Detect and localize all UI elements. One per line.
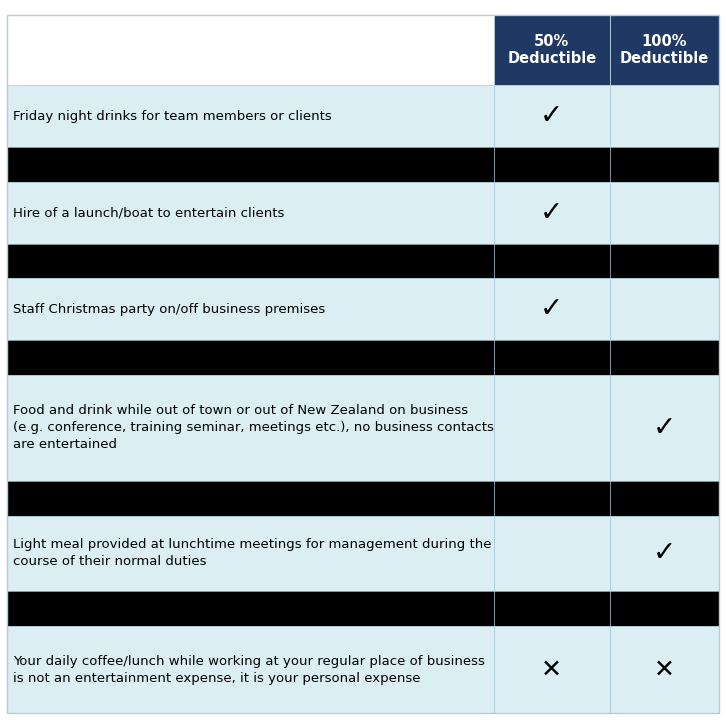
Bar	[610, 182, 719, 244]
Text: Friday night drinks for team members or clients: Friday night drinks for team members or …	[13, 110, 332, 123]
Text: Light meal provided at lunchtime meetings for management during the
course of th: Light meal provided at lunchtime meeting…	[13, 539, 492, 569]
Text: Your daily coffee/lunch while working at your regular place of business
is: Your daily coffee/lunch while working at…	[13, 650, 485, 681]
Text: ✕: ✕	[542, 658, 562, 681]
Bar	[7, 515, 494, 591]
Text: Food and drink while out of town or out of New Zealand on business
(e.g. confere: Food and drink while out of town or out …	[13, 405, 494, 451]
Bar	[494, 591, 610, 626]
Bar	[610, 515, 719, 591]
Bar	[494, 244, 610, 279]
Bar	[610, 591, 719, 626]
Bar	[610, 340, 719, 375]
Bar	[494, 279, 610, 340]
Text: Hire of a launch/boat to entertain clients: Hire of a launch/boat to entertain clien…	[13, 206, 285, 219]
Text: 100%
Deductible: 100% Deductible	[620, 33, 709, 66]
Bar	[7, 279, 494, 340]
Text: Your daily coffee/lunch while working at your regular place of business
is not a: Your daily coffee/lunch while working at…	[13, 654, 485, 685]
Bar	[494, 340, 610, 375]
Bar	[7, 480, 494, 515]
Bar	[7, 375, 494, 480]
Bar	[494, 85, 610, 147]
Bar	[7, 626, 494, 713]
Bar	[494, 626, 610, 713]
Text: ✓: ✓	[540, 296, 563, 323]
Text: ✓: ✓	[540, 102, 563, 130]
Bar	[494, 515, 610, 591]
Bar	[494, 182, 610, 244]
Bar	[494, 480, 610, 515]
Bar	[494, 375, 610, 480]
Bar	[610, 15, 719, 85]
Bar	[610, 375, 719, 480]
Bar	[610, 480, 719, 515]
Bar	[610, 147, 719, 182]
Bar	[7, 147, 494, 182]
Text: ✓: ✓	[653, 539, 676, 567]
Bar	[610, 244, 719, 279]
Bar	[7, 182, 494, 244]
Bar	[7, 591, 494, 626]
Bar	[494, 147, 610, 182]
Bar	[610, 85, 719, 147]
Text: Staff Christmas party on/off business premises: Staff Christmas party on/off business pr…	[13, 303, 325, 316]
Bar	[7, 340, 494, 375]
Text: ✕: ✕	[654, 658, 674, 681]
Bar	[610, 626, 719, 713]
Bar	[7, 244, 494, 279]
Text: ✓: ✓	[653, 414, 676, 442]
Bar	[7, 85, 494, 147]
Bar	[610, 279, 719, 340]
Bar	[494, 15, 610, 85]
Text: ✓: ✓	[540, 199, 563, 226]
Bar	[7, 15, 494, 85]
Text: 50%
Deductible: 50% Deductible	[507, 33, 596, 66]
